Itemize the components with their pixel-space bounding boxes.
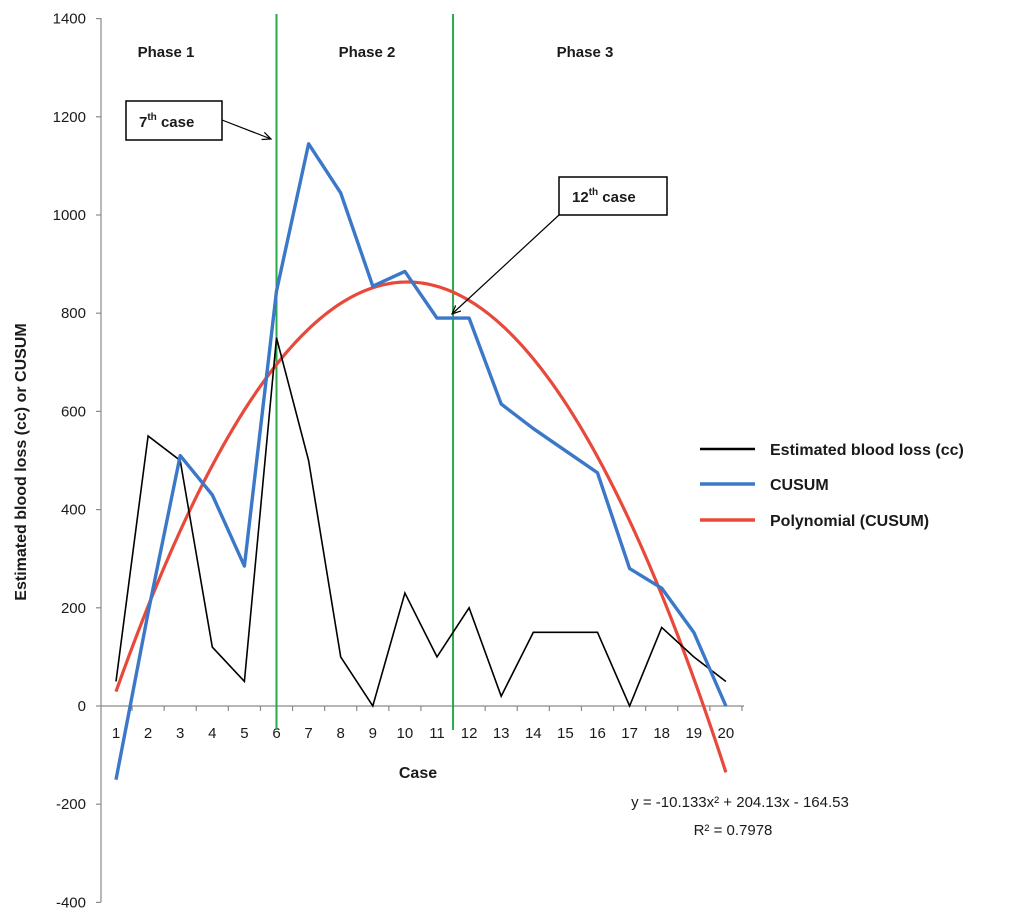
- x-tick-label: 19: [685, 725, 702, 742]
- y-tick-label: 1200: [53, 109, 86, 126]
- x-tick-label: 16: [589, 725, 606, 742]
- y-ticks: -400 -200 0 200 400 600 800 1000 1200 1400: [53, 11, 101, 911]
- x-tick-label: 18: [653, 725, 670, 742]
- y-tick-label: 200: [61, 600, 86, 617]
- legend-label-cusum: CUSUM: [770, 477, 829, 494]
- x-tick-label: 10: [397, 725, 414, 742]
- y-axis-title: Estimated blood loss (cc) or CUSUM: [13, 323, 30, 600]
- series-polynomial-line: [114, 280, 728, 773]
- y-tick-label: -400: [56, 894, 86, 911]
- callout-12th-text: 12th case: [572, 187, 636, 206]
- x-tick-label: 6: [272, 725, 280, 742]
- phase-2-label: Phase 2: [339, 44, 396, 61]
- x-axis-title: Case: [399, 765, 437, 782]
- x-tick-label: 9: [369, 725, 377, 742]
- y-tick-label: 400: [61, 502, 86, 519]
- x-tick-label: 7: [304, 725, 312, 742]
- phase-1-label: Phase 1: [138, 44, 195, 61]
- y-tick-label: 600: [61, 403, 86, 420]
- callout-12th-arrow: [452, 214, 560, 314]
- x-tick-label: 12: [461, 725, 478, 742]
- x-tick-label: 14: [525, 725, 542, 742]
- y-tick-label: 800: [61, 305, 86, 322]
- x-tick-label: 11: [429, 725, 445, 742]
- y-tick-label: -200: [56, 796, 86, 813]
- x-tick-label: 4: [208, 725, 216, 742]
- callout-7th-text: 7th case: [139, 112, 194, 131]
- legend-item-blood-loss: Estimated blood loss (cc): [700, 442, 964, 459]
- trendline-equation: y = -10.133x² + 204.13x - 164.53: [631, 794, 849, 811]
- y-tick-label: 1400: [53, 11, 86, 28]
- y-tick-label: 0: [78, 698, 86, 715]
- callout-7th-arrow: [221, 119, 271, 139]
- x-tick-label: 5: [240, 725, 248, 742]
- x-tick-label: 13: [493, 725, 510, 742]
- x-tick-label: 1: [112, 725, 120, 742]
- legend-item-cusum: CUSUM: [700, 477, 829, 494]
- x-tick-label: 20: [718, 725, 735, 742]
- y-tick-label: 1000: [53, 207, 86, 224]
- x-ticks: 1 2 3 4 5 6 7 8 9 10 11 12 13 14 15 16 17 18 19 20: [112, 706, 743, 742]
- legend-item-polynomial: Polynomial (CUSUM): [700, 513, 929, 530]
- callout-12th-box: [558, 176, 668, 216]
- series-cusum-line: [114, 142, 728, 780]
- legend: Estimated blood loss (cc) CUSUM Polynomi…: [700, 442, 964, 530]
- x-tick-label: 15: [557, 725, 574, 742]
- series-blood-loss-line: [115, 337, 727, 709]
- legend-label-blood-loss: Estimated blood loss (cc): [770, 442, 964, 459]
- trendline-r-squared: R² = 0.7978: [694, 822, 773, 839]
- series-lines: [114, 142, 728, 780]
- x-tick-label: 8: [337, 725, 345, 742]
- callout-7th-case: 7th case: [125, 100, 271, 141]
- x-tick-label: 3: [176, 725, 184, 742]
- callout-12th-case: 12th case: [452, 176, 668, 314]
- x-tick-label: 17: [621, 725, 638, 742]
- legend-label-polynomial: Polynomial (CUSUM): [770, 513, 929, 530]
- x-tick-label: 2: [144, 725, 152, 742]
- phase-lines: [275, 14, 455, 730]
- phase-3-label: Phase 3: [557, 44, 614, 61]
